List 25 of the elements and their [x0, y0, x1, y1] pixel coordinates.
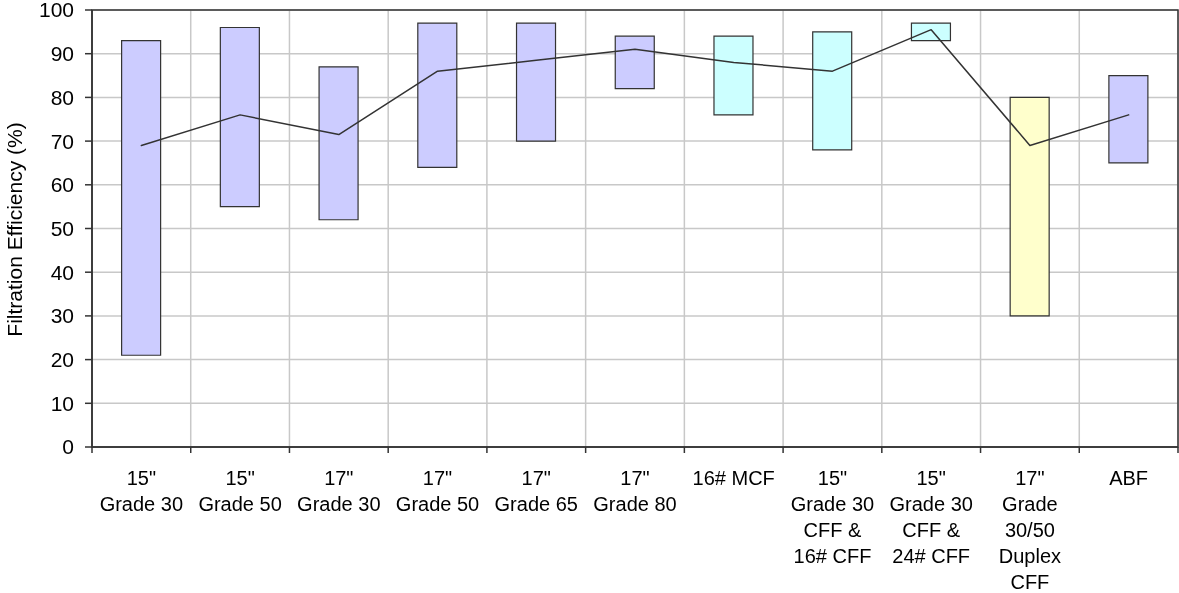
x-tick-label: 17" Grade 65 [494, 467, 578, 515]
y-tick-label: 80 [50, 85, 74, 109]
y-tick-label: 50 [50, 216, 74, 240]
bar [614, 35, 655, 90]
y-tick-label: 40 [50, 260, 74, 284]
x-tick-label: 15" Grade 30 [99, 467, 184, 515]
y-tick-label: 30 [50, 304, 74, 328]
x-tick-label: 17" Grade 80 [593, 467, 677, 515]
y-tick-label: 60 [50, 173, 74, 197]
x-tick-label: 15" Grade 30 CFF & 24# CFF [889, 467, 973, 567]
y-tick-label: 10 [50, 391, 74, 415]
bar [713, 35, 754, 116]
y-tick-label: 100 [38, 0, 74, 22]
x-tick-label: 15" Grade 30 CFF & 16# CFF [790, 467, 875, 567]
y-tick-label: 90 [50, 42, 74, 66]
y-tick-label: 20 [50, 348, 74, 372]
x-tick-label: ABF [1109, 467, 1149, 489]
x-tick-label: 17" Grade 30/50 Duplex CFF [998, 467, 1062, 593]
x-tick-label: 15" Grade 50 [198, 467, 282, 515]
x-tick-label: 17" Grade 50 [395, 467, 480, 515]
y-tick-label: 70 [50, 129, 74, 153]
y-axis-title: Filtration Efficiency (%) [2, 122, 26, 337]
y-tick-label: 0 [62, 435, 74, 459]
x-tick-label: 16# MCF [692, 467, 775, 489]
x-tick-label: 17" Grade 30 [297, 467, 381, 515]
